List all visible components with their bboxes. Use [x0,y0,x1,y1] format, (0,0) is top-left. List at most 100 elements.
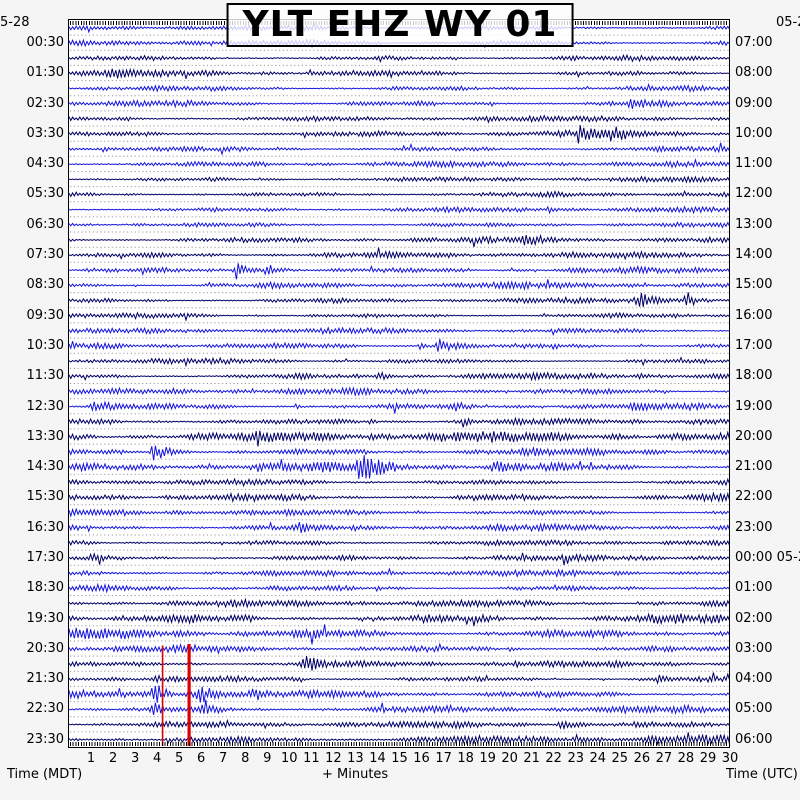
trace-line-0130-mdt [68,67,730,80]
utc-time-label: 09:00 [735,96,773,111]
mdt-time-label: 21:30 [26,671,64,686]
utc-time-label: 04:00 [735,671,773,686]
mdt-time-label: 03:30 [26,126,64,141]
mdt-time-label: 17:30 [26,550,64,565]
minute-tick-label: 20 [501,751,518,766]
date-top-right: 05-2 [776,15,800,30]
trace-line-1200-mdt [68,386,730,398]
mdt-time-label: 11:30 [26,368,64,383]
mdt-time-label: 15:30 [26,489,64,504]
utc-time-label: 05:00 [735,701,773,716]
trace-line-1330-mdt [68,430,731,447]
trace-line-1600-mdt [68,507,730,518]
trace-line-0330-mdt [68,125,730,144]
mdt-time-label: 02:30 [26,96,64,111]
trace-line-1630-mdt [68,520,731,533]
utc-time-label: 11:00 [735,156,773,171]
utc-time-label: 19:00 [735,399,773,414]
utc-time-label: 22:00 [735,489,773,504]
mdt-time-label: 04:30 [26,156,64,171]
mdt-time-label: 23:30 [26,732,64,747]
trace-line-1830-mdt [68,582,730,594]
minute-tick-label: 24 [589,751,607,766]
minute-tick-label: 13 [347,751,364,766]
trace-line-0800-mdt [68,263,731,280]
trace-line-1900-mdt [68,597,731,609]
mdt-time-label: 22:30 [26,701,64,716]
minute-tick-label: 17 [435,751,452,766]
mdt-time-label: 10:30 [26,338,64,353]
trace-line-0200-mdt [68,82,731,93]
left-axis-title: Time (MDT) [7,767,83,782]
mdt-time-label: 14:30 [26,459,64,474]
trace-line-0300-mdt [68,114,730,124]
mdt-time-label: 09:30 [26,308,64,323]
trace-line-1730-mdt [68,552,730,566]
trace-line-0230-mdt [68,97,731,110]
minute-tick-label: 12 [325,751,342,766]
minute-tick-label: 5 [175,751,184,766]
utc-time-label: 03:00 [735,641,773,656]
minute-tick-label: 25 [611,751,629,766]
mdt-time-label: 06:30 [26,217,64,232]
trace-line-2000-mdt [68,624,731,645]
minute-tick-label: 28 [677,751,695,766]
utc-time-label: 12:00 [735,186,773,201]
minute-tick-label: 14 [369,751,386,766]
trace-line-1100-mdt [68,356,730,368]
mdt-time-label: 18:30 [26,580,64,595]
station-title: YLT EHZ WY 01 [226,3,574,47]
minute-tick-label: 16 [413,751,430,766]
mdt-time-label: 07:30 [26,247,64,262]
trace-line-0630-mdt [68,221,731,229]
mdt-time-label: 19:30 [26,611,64,626]
utc-time-label: 02:00 [735,611,773,626]
mdt-time-label: 13:30 [26,429,64,444]
minute-tick-label: 23 [567,751,585,766]
utc-time-label: 14:00 [735,247,773,262]
trace-line-1430-mdt [68,455,730,479]
bottom-axis-title: + Minutes [322,767,389,782]
trace-line-0530-mdt [68,189,731,199]
utc-time-label: 21:00 [735,459,773,474]
minute-tick-label: 1 [86,751,96,766]
trace-line-1300-mdt [68,416,731,428]
minute-tick-label: 27 [655,751,673,766]
trace-line-0500-mdt [68,175,731,184]
trace-line-0900-mdt [68,292,730,307]
trace-line-1230-mdt [68,400,731,414]
trace-line-0730-mdt [68,247,730,261]
minute-tick-label: 29 [699,751,717,766]
trace-line-1530-mdt [68,491,731,503]
utc-time-label: 06:00 [735,732,773,747]
minute-tick-label: 4 [152,751,162,766]
trace-line-2330-mdt [68,732,731,746]
utc-time-label: 23:00 [735,520,773,535]
utc-time-label: 18:00 [735,368,773,383]
trace-line-0700-mdt [68,233,731,248]
minute-tick-label: 9 [263,751,272,766]
utc-time-label: 16:00 [735,308,773,323]
mdt-time-label: 12:30 [26,399,64,414]
utc-time-label: 15:00 [735,277,773,292]
utc-time-label: 00:00 05-29 [735,550,800,565]
utc-time-label: 10:00 [735,126,773,141]
trace-line-2230-mdt [68,699,731,716]
utc-time-label: 13:00 [735,217,773,232]
minute-tick-label: 2 [108,751,118,766]
mdt-time-label: 08:30 [26,277,64,292]
minute-tick-label: 10 [281,751,298,766]
trace-line-0930-mdt [68,311,730,322]
trace-line-0100-mdt [68,53,730,63]
minute-tick-label: 8 [241,751,250,766]
trace-line-1130-mdt [68,370,731,382]
utc-time-label: 20:00 [735,429,773,444]
trace-line-0430-mdt [68,157,731,169]
trace-line-0400-mdt [68,142,731,156]
trace-line-1400-mdt [68,445,731,461]
mdt-time-label: 00:30 [26,35,64,50]
mdt-time-label: 20:30 [26,641,64,656]
date-top-left: 5-28 [0,15,30,30]
